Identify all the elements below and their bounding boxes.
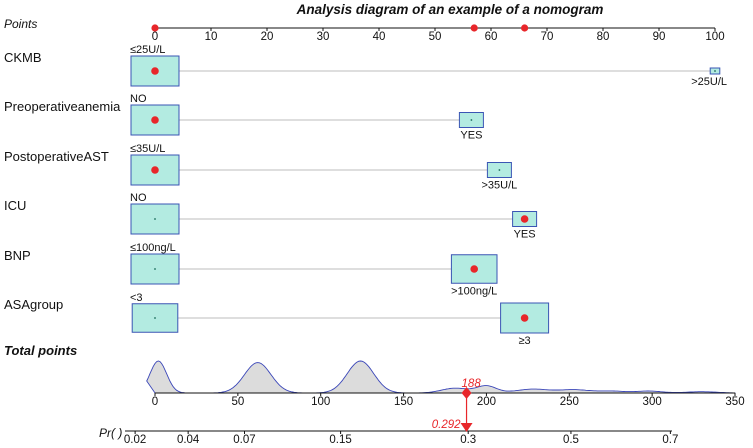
points-highlight-dot (521, 24, 529, 32)
total-tick-label: 50 (231, 396, 244, 408)
probability-tick-label: 0.02 (124, 434, 146, 446)
points-tick-label: 40 (373, 31, 386, 43)
points-axis-highlights (151, 24, 529, 32)
selected-dot (520, 314, 529, 322)
level-label: YES (514, 229, 536, 241)
points-tick-label: 70 (541, 31, 554, 43)
variable-label: Preoperativeanemia (4, 99, 121, 114)
probability-tick-label: 0.04 (177, 434, 200, 446)
level-label: <3 (130, 292, 143, 304)
probability-tick-label: 0.3 (460, 434, 476, 446)
probability-tick-label: 0.07 (233, 434, 255, 446)
points-tick-label: 60 (485, 31, 498, 43)
total-tick-label: 250 (560, 396, 579, 408)
selected-dot (151, 166, 159, 174)
level-center-dot (714, 70, 716, 72)
level-center-dot (470, 119, 473, 121)
level-label: NO (130, 93, 147, 105)
variable-row-postoperativeast: PostoperativeAST ≤35U/L >35U/L (4, 143, 517, 192)
variable-label: CKMB (4, 50, 42, 65)
total-tick-label: 0 (152, 396, 158, 408)
total-points-density (146, 360, 736, 394)
level-label: >35U/L (482, 180, 518, 192)
variable-label: ASAgroup (4, 297, 63, 312)
probability-arrow (460, 423, 473, 432)
prediction-marker: 188 0.292 (432, 378, 482, 432)
total-tick-label: 100 (311, 396, 330, 408)
selected-dot (470, 265, 479, 273)
points-axis-label: Points (4, 17, 37, 31)
points-tick-label: 90 (653, 31, 666, 43)
points-highlight-dot (151, 24, 159, 32)
variable-label: PostoperativeAST (4, 149, 109, 164)
total-tick-label: 300 (643, 396, 662, 408)
variable-row-asagroup: ASAgroup <3 ≥3 (4, 292, 550, 347)
variable-label: BNP (4, 248, 31, 263)
selected-dot (151, 67, 159, 75)
total-score-label: 188 (462, 378, 482, 390)
total-tick-label: 200 (477, 396, 496, 408)
level-label: ≤25U/L (130, 44, 165, 56)
level-label: >25U/L (691, 76, 727, 88)
points-tick-label: 10 (205, 31, 218, 43)
points-axis-ticks: 0 10 20 30 40 50 60 70 80 90 100 (152, 28, 725, 43)
points-tick-label: 50 (429, 31, 442, 43)
total-tick-label: 350 (725, 396, 744, 408)
level-center-dot (154, 218, 156, 220)
variable-row-icu: ICU NO YES (4, 192, 538, 241)
variable-row-ckmb: CKMB ≤25U/L >25U/L (4, 44, 727, 88)
probability-axis-ticks: 0.02 0.04 0.07 0.15 0.3 0.5 0.7 (124, 431, 678, 446)
probability-tick-label: 0.5 (563, 434, 579, 446)
total-tick-label: 150 (394, 396, 413, 408)
variable-row-bnp: BNP ≤100ng/L >100ng/L (4, 242, 498, 297)
level-center-dot (154, 317, 156, 319)
level-label: ≤35U/L (130, 143, 165, 155)
total-points-label: Total points (4, 343, 77, 358)
level-label: YES (460, 130, 482, 142)
points-tick-label: 30 (317, 31, 330, 43)
points-tick-label: 20 (261, 31, 274, 43)
points-highlight-dot (470, 24, 478, 32)
level-label: ≤100ng/L (130, 242, 176, 254)
selected-dot (520, 215, 529, 223)
probability-tick-label: 0.15 (329, 434, 351, 446)
level-label: >100ng/L (451, 285, 497, 297)
density-curve (146, 360, 736, 394)
level-label: NO (130, 192, 147, 204)
level-center-dot (498, 169, 501, 171)
chart-title: Analysis diagram of an example of a nomo… (296, 2, 604, 17)
level-label: ≥3 (519, 335, 531, 347)
points-tick-label: 100 (705, 31, 724, 43)
selected-dot (151, 116, 159, 124)
probability-tick-label: 0.7 (662, 434, 678, 446)
points-tick-label: 0 (152, 31, 158, 43)
total-points-ticks: 0 50 100 150 200 250 300 350 (152, 393, 745, 408)
probability-value-label: 0.292 (432, 419, 461, 431)
total-score-diamond (461, 387, 472, 399)
probability-axis-label: Pr( ) (99, 426, 122, 440)
level-center-dot (154, 268, 156, 270)
variable-row-preoperativeanemia: Preoperativeanemia NO YES (4, 93, 484, 142)
variable-label: ICU (4, 198, 26, 213)
points-tick-label: 80 (597, 31, 610, 43)
